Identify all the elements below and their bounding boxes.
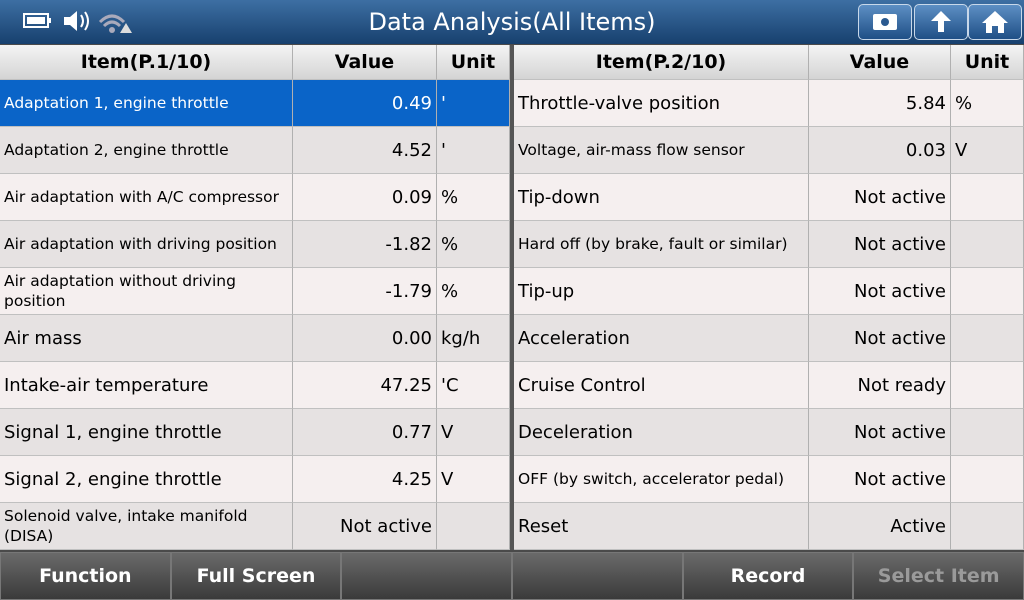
item-unit — [951, 315, 1024, 362]
item-value: 0.00 — [293, 315, 437, 362]
item-name[interactable]: Solenoid valve, intake manifold (DISA) — [0, 503, 293, 550]
screenshot-button[interactable] — [858, 4, 912, 40]
item-value: 0.49 — [293, 80, 437, 127]
item-value: Not active — [809, 174, 951, 221]
item-unit — [951, 362, 1024, 409]
icon — [873, 14, 897, 30]
item-name[interactable]: Air adaptation with A/C compressor — [0, 174, 293, 221]
item-unit — [951, 174, 1024, 221]
item-unit: V — [951, 127, 1024, 174]
item-value: Not active — [809, 456, 951, 503]
column-header: Unit — [951, 45, 1024, 80]
column-header: Value — [809, 45, 951, 80]
item-name[interactable]: Air adaptation with driving position — [0, 221, 293, 268]
item-name[interactable]: Cruise Control — [514, 362, 809, 409]
divider — [510, 45, 514, 550]
back-button[interactable] — [914, 4, 968, 40]
item-value: 4.25 — [293, 456, 437, 503]
item-name[interactable]: Reset — [514, 503, 809, 550]
title-bar: Data Analysis(All Items) — [0, 0, 1024, 44]
item-name[interactable]: Signal 2, engine throttle — [0, 456, 293, 503]
item-name[interactable]: Hard off (by brake, fault or similar) — [514, 221, 809, 268]
item-value: Not active — [809, 315, 951, 362]
item-name[interactable]: Adaptation 2, engine throttle — [0, 127, 293, 174]
column-header: Item(P.1/10) — [0, 45, 293, 80]
item-name[interactable]: Throttle-valve position — [514, 80, 809, 127]
item-value: -1.79 — [293, 268, 437, 315]
status-icons — [23, 11, 132, 33]
item-name[interactable]: OFF (by switch, accelerator pedal) — [514, 456, 809, 503]
item-unit: 'C — [437, 362, 510, 409]
item-value: 0.09 — [293, 174, 437, 221]
item-unit: ' — [437, 80, 510, 127]
item-name[interactable]: Intake-air temperature — [0, 362, 293, 409]
item-value: 0.03 — [809, 127, 951, 174]
title: Data Analysis(All Items) — [368, 8, 656, 36]
item-unit — [951, 268, 1024, 315]
item-unit: kg/h — [437, 315, 510, 362]
item-unit: % — [951, 80, 1024, 127]
item-unit — [437, 503, 510, 550]
column-header: Unit — [437, 45, 510, 80]
item-name[interactable]: Voltage, air-mass flow sensor — [514, 127, 809, 174]
item-value: Not active — [293, 503, 437, 550]
item-name[interactable]: Acceleration — [514, 315, 809, 362]
item-name[interactable]: Air mass — [0, 315, 293, 362]
item-name[interactable]: Adaptation 1, engine throttle — [0, 80, 293, 127]
home-button[interactable] — [968, 4, 1022, 40]
item-unit — [951, 456, 1024, 503]
item-unit: V — [437, 456, 510, 503]
item-value: Not active — [809, 409, 951, 456]
item-unit — [951, 221, 1024, 268]
column-header: Value — [293, 45, 437, 80]
item-value: 0.77 — [293, 409, 437, 456]
item-value: Active — [809, 503, 951, 550]
footer-button[interactable]: Full Screen — [170, 552, 342, 600]
item-unit: V — [437, 409, 510, 456]
item-name[interactable]: Tip-up — [514, 268, 809, 315]
column-header: Item(P.2/10) — [514, 45, 809, 80]
item-unit: % — [437, 268, 510, 315]
item-name[interactable]: Tip-down — [514, 174, 809, 221]
icon — [982, 11, 1008, 33]
item-value: Not active — [809, 221, 951, 268]
item-value: -1.82 — [293, 221, 437, 268]
icon — [931, 11, 951, 32]
item-unit: % — [437, 174, 510, 221]
footer-button[interactable]: Select Item — [853, 552, 1024, 600]
item-value: Not ready — [809, 362, 951, 409]
footer-button[interactable]: Function — [0, 552, 171, 600]
item-name[interactable]: Signal 1, engine throttle — [0, 409, 293, 456]
empty-button — [512, 552, 683, 600]
data-table: Item(P.2/10) Value Unit Throttle-valve posi… — [514, 45, 1024, 550]
item-value: 4.52 — [293, 127, 437, 174]
data-table: Item(P.1/10) Value Unit Adaptation 1, engin… — [0, 45, 510, 550]
item-value: 5.84 — [809, 80, 951, 127]
empty-button — [341, 552, 512, 600]
footer-button[interactable]: Record — [682, 552, 854, 600]
item-unit — [951, 409, 1024, 456]
item-value: 47.25 — [293, 362, 437, 409]
item-name[interactable]: Air adaptation without driving position — [0, 268, 293, 315]
item-unit: % — [437, 221, 510, 268]
item-name[interactable]: Deceleration — [514, 409, 809, 456]
item-unit — [951, 503, 1024, 550]
item-value: Not active — [809, 268, 951, 315]
item-unit: ' — [437, 127, 510, 174]
